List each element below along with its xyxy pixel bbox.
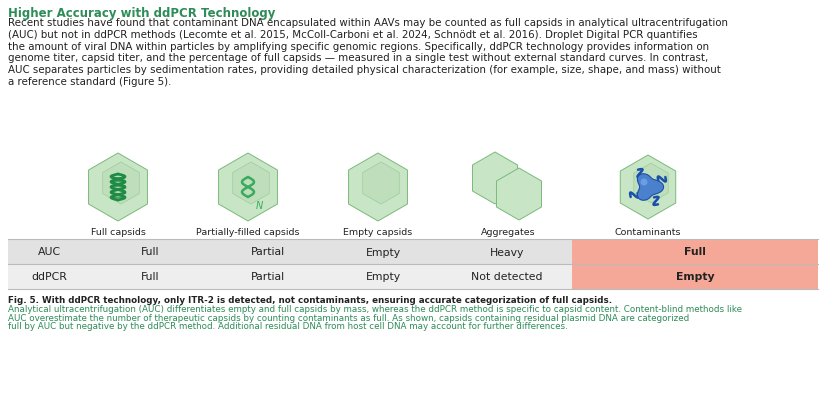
Text: AUC: AUC: [37, 247, 61, 257]
Text: AUC separates particles by sedimentation rates, providing detailed physical char: AUC separates particles by sedimentation…: [8, 65, 721, 75]
FancyBboxPatch shape: [8, 239, 818, 264]
Text: Empty capsids: Empty capsids: [344, 227, 413, 236]
Text: Higher Accuracy with ddPCR Technology: Higher Accuracy with ddPCR Technology: [8, 7, 275, 20]
Text: Not detected: Not detected: [471, 272, 542, 282]
Text: genome titer, capsid titer, and the percentage of full capsids — measured in a s: genome titer, capsid titer, and the perc…: [8, 53, 708, 63]
Polygon shape: [102, 162, 139, 204]
Text: Full: Full: [141, 247, 159, 257]
Text: Partial: Partial: [250, 272, 285, 282]
Text: N: N: [256, 200, 263, 211]
Text: Aggregates: Aggregates: [481, 227, 535, 236]
Polygon shape: [637, 174, 664, 201]
Polygon shape: [349, 154, 408, 221]
Text: AUC overestimate the number of therapeutic capsids by counting contaminants as f: AUC overestimate the number of therapeut…: [8, 313, 689, 322]
Text: ddPCR: ddPCR: [31, 272, 67, 282]
Text: Full: Full: [141, 272, 159, 282]
Polygon shape: [219, 154, 277, 221]
Circle shape: [641, 179, 647, 186]
Text: Heavy: Heavy: [490, 247, 524, 257]
Text: Empty: Empty: [676, 272, 715, 282]
Polygon shape: [497, 169, 542, 220]
Polygon shape: [621, 155, 676, 220]
Text: full by AUC but negative by the ddPCR method. Additional residual DNA from host : full by AUC but negative by the ddPCR me…: [8, 322, 567, 331]
Text: the amount of viral DNA within particles by amplifying specific genomic regions.: the amount of viral DNA within particles…: [8, 41, 709, 52]
Text: Partial: Partial: [250, 247, 285, 257]
FancyBboxPatch shape: [572, 264, 818, 289]
Polygon shape: [473, 153, 518, 204]
Polygon shape: [634, 164, 668, 203]
Text: Contaminants: Contaminants: [615, 227, 681, 236]
Text: Full capsids: Full capsids: [91, 227, 146, 236]
Text: Full: Full: [684, 247, 706, 257]
Text: Recent studies have found that contaminant DNA encapsulated within AAVs may be c: Recent studies have found that contamina…: [8, 18, 728, 28]
Text: Fig. 5. With ddPCR technology, only ITR-2 is detected, not contaminants, ensurin: Fig. 5. With ddPCR technology, only ITR-…: [8, 295, 612, 304]
Polygon shape: [363, 162, 399, 204]
Text: Empty: Empty: [366, 247, 401, 257]
FancyBboxPatch shape: [572, 239, 818, 264]
Text: Partially-filled capsids: Partially-filled capsids: [196, 227, 300, 236]
FancyBboxPatch shape: [8, 264, 818, 289]
Text: a reference standard (Figure 5).: a reference standard (Figure 5).: [8, 77, 171, 87]
Text: Analytical ultracentrifugation (AUC) differentiates empty and full capsids by ma: Analytical ultracentrifugation (AUC) dif…: [8, 305, 742, 314]
Polygon shape: [233, 162, 270, 204]
Polygon shape: [88, 154, 147, 221]
Text: (AUC) but not in ddPCR methods (Lecomte et al. 2015, McColl-Carboni et al. 2024,: (AUC) but not in ddPCR methods (Lecomte …: [8, 30, 697, 40]
Text: Empty: Empty: [366, 272, 401, 282]
